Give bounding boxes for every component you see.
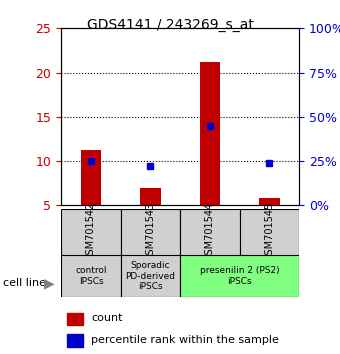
Bar xyxy=(67,313,83,325)
Text: presenilin 2 (PS2)
iPSCs: presenilin 2 (PS2) iPSCs xyxy=(200,267,279,286)
Text: ▶: ▶ xyxy=(44,276,54,290)
Text: Sporadic
PD-derived
iPSCs: Sporadic PD-derived iPSCs xyxy=(125,261,175,291)
Text: percentile rank within the sample: percentile rank within the sample xyxy=(91,335,279,345)
Text: GSM701542: GSM701542 xyxy=(86,202,96,262)
Bar xyxy=(140,188,161,205)
Bar xyxy=(67,334,83,347)
Text: cell line: cell line xyxy=(3,278,46,288)
Text: control
IPSCs: control IPSCs xyxy=(75,267,107,286)
FancyBboxPatch shape xyxy=(121,255,180,297)
Text: GSM701543: GSM701543 xyxy=(146,202,155,262)
FancyBboxPatch shape xyxy=(240,209,299,255)
Text: count: count xyxy=(91,313,123,323)
Text: GDS4141 / 243269_s_at: GDS4141 / 243269_s_at xyxy=(87,18,253,32)
Text: GSM701544: GSM701544 xyxy=(205,202,215,262)
Text: GSM701545: GSM701545 xyxy=(265,202,274,262)
FancyBboxPatch shape xyxy=(61,209,121,255)
FancyBboxPatch shape xyxy=(121,209,180,255)
Bar xyxy=(200,62,220,205)
FancyBboxPatch shape xyxy=(180,255,299,297)
FancyBboxPatch shape xyxy=(180,209,240,255)
FancyBboxPatch shape xyxy=(61,255,121,297)
Bar xyxy=(259,198,280,205)
Bar xyxy=(81,149,101,205)
